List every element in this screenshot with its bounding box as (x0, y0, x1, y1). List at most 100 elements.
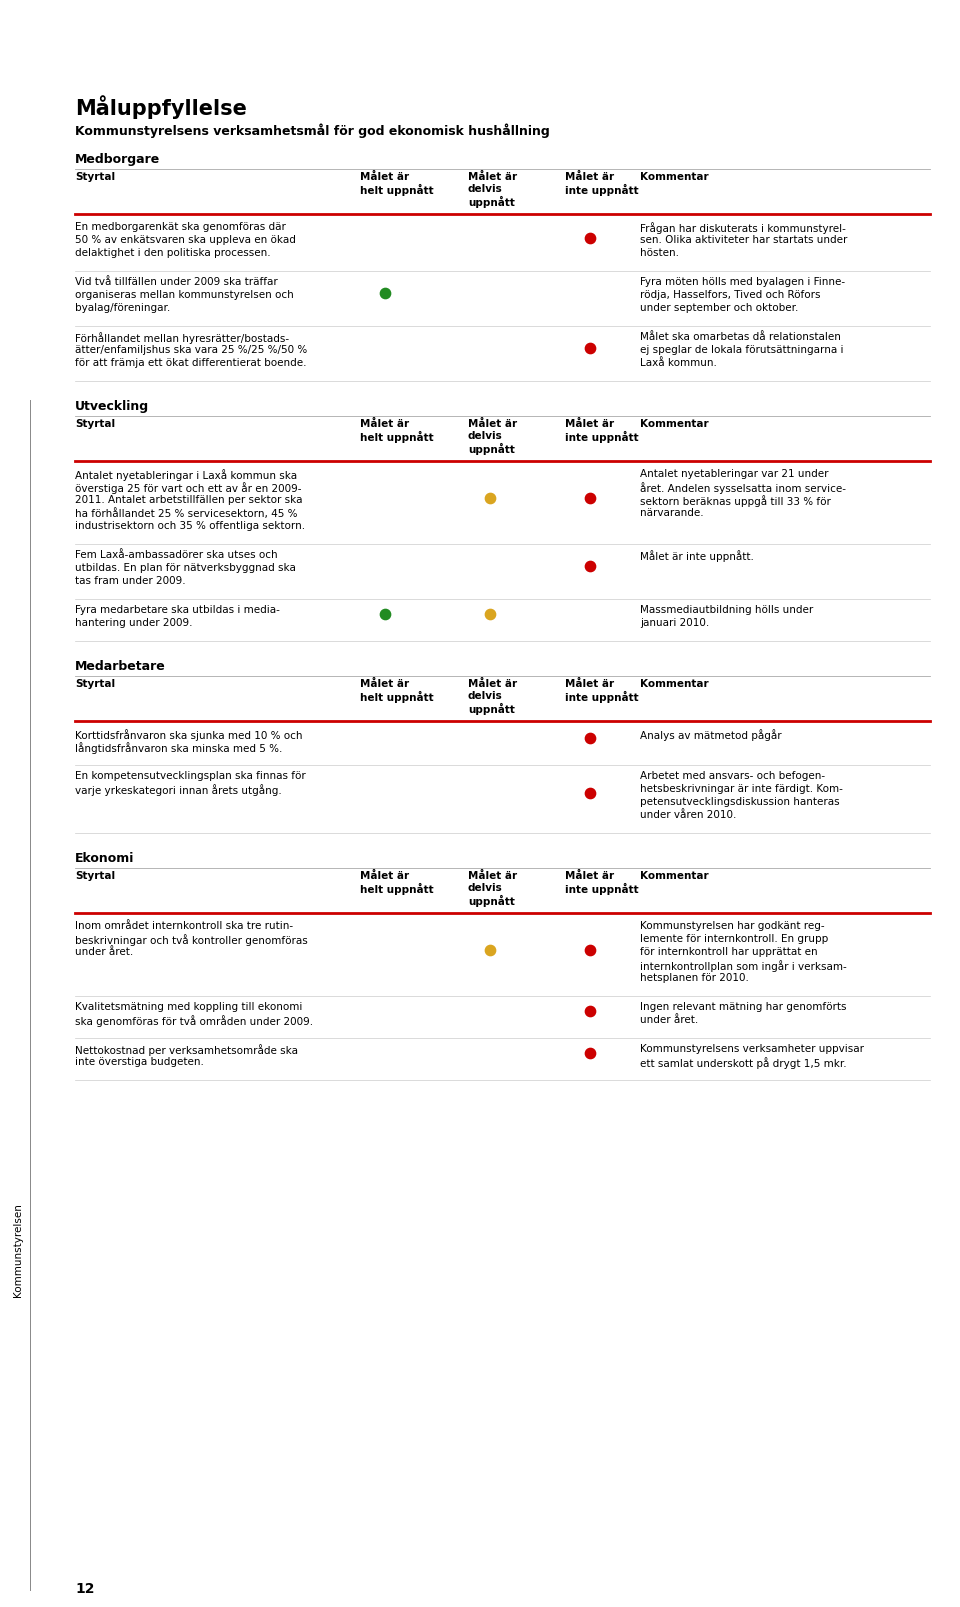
Point (583, 725, 598, 750)
Text: under våren 2010.: under våren 2010. (640, 810, 736, 820)
Text: Kommentar: Kommentar (640, 172, 708, 182)
Text: tas fram under 2009.: tas fram under 2009. (75, 575, 185, 587)
Text: hösten.: hösten. (640, 247, 679, 259)
Point (583, 334, 598, 360)
Text: Vid två tillfällen under 2009 ska träffar: Vid två tillfällen under 2009 ska träffa… (75, 276, 277, 288)
Text: ej speglar de lokala förutsättningarna i: ej speglar de lokala förutsättningarna i (640, 346, 844, 355)
Text: Arbetet med ansvars- och befogen-: Arbetet med ansvars- och befogen- (640, 771, 826, 781)
Text: 12: 12 (75, 1581, 94, 1596)
Text: Medarbetare: Medarbetare (75, 660, 166, 673)
Text: Fyra medarbetare ska utbildas i media-: Fyra medarbetare ska utbildas i media- (75, 604, 280, 615)
Text: Målet är
inte uppnått: Målet är inte uppnått (565, 172, 638, 196)
Text: Kvalitetsmätning med koppling till ekonomi: Kvalitetsmätning med koppling till ekono… (75, 1003, 302, 1012)
Text: Målet är
delvis
uppnått: Målet är delvis uppnått (468, 172, 517, 207)
Text: Antalet nyetableringar var 21 under: Antalet nyetableringar var 21 under (640, 469, 828, 479)
Text: lemente för internkontroll. En grupp: lemente för internkontroll. En grupp (640, 934, 828, 943)
Text: sen. Olika aktiviteter har startats under: sen. Olika aktiviteter har startats unde… (640, 235, 848, 244)
Text: industrisektorn och 35 % offentliga sektorn.: industrisektorn och 35 % offentliga sekt… (75, 521, 305, 530)
Text: ett samlat underskott på drygt 1,5 mkr.: ett samlat underskott på drygt 1,5 mkr. (640, 1057, 847, 1069)
Text: Kommunstyrelsen: Kommunstyrelsen (13, 1204, 23, 1297)
Text: ska genomföras för två områden under 2009.: ska genomföras för två områden under 200… (75, 1016, 313, 1027)
Text: Målet ska omarbetas då relationstalen: Målet ska omarbetas då relationstalen (640, 333, 841, 342)
Text: Frågan har diskuterats i kommunstyrel-: Frågan har diskuterats i kommunstyrel- (640, 222, 846, 235)
Text: rödja, Hasselfors, Tived och Röfors: rödja, Hasselfors, Tived och Röfors (640, 289, 821, 301)
Point (377, 601, 393, 627)
Text: Målet är
helt uppnått: Målet är helt uppnått (360, 871, 434, 895)
Text: för internkontroll har upprättat en: för internkontroll har upprättat en (640, 947, 818, 958)
Text: Målet är
inte uppnått: Målet är inte uppnått (565, 871, 638, 895)
Point (482, 601, 497, 627)
Text: Måluppfyllelse: Måluppfyllelse (75, 95, 247, 119)
Text: Målet är
delvis
uppnått: Målet är delvis uppnått (468, 419, 517, 455)
Text: ätter/enfamiljshus ska vara 25 %/25 %/50 %: ätter/enfamiljshus ska vara 25 %/25 %/50… (75, 346, 307, 355)
Text: byalag/föreningar.: byalag/föreningar. (75, 304, 170, 313)
Text: närvarande.: närvarande. (640, 508, 704, 517)
Text: hetsbeskrivningar är inte färdigt. Kom-: hetsbeskrivningar är inte färdigt. Kom- (640, 784, 843, 794)
Text: Ekonomi: Ekonomi (75, 852, 134, 865)
Point (377, 280, 393, 305)
Point (583, 937, 598, 963)
Text: Kommentar: Kommentar (640, 871, 708, 881)
Text: Utveckling: Utveckling (75, 400, 149, 413)
Text: Kommunstyrelsens verksamhetsmål för god ekonomisk hushållning: Kommunstyrelsens verksamhetsmål för god … (75, 124, 550, 138)
Text: Korttidsfrånvaron ska sjunka med 10 % och: Korttidsfrånvaron ska sjunka med 10 % oc… (75, 730, 302, 741)
Text: för att främja ett ökat differentierat boende.: för att främja ett ökat differentierat b… (75, 358, 306, 368)
Text: Målet är
delvis
uppnått: Målet är delvis uppnått (468, 871, 517, 906)
Text: Förhållandet mellan hyresrätter/bostads-: Förhållandet mellan hyresrätter/bostads- (75, 333, 289, 344)
Text: utbildas. En plan för nätverksbyggnad ska: utbildas. En plan för nätverksbyggnad sk… (75, 562, 296, 574)
Text: sektorn beräknas uppgå till 33 % för: sektorn beräknas uppgå till 33 % för (640, 495, 830, 506)
Text: Målet är
inte uppnått: Målet är inte uppnått (565, 419, 638, 444)
Text: Nettokostnad per verksamhetsområde ska: Nettokostnad per verksamhetsområde ska (75, 1045, 298, 1056)
Text: Inom området internkontroll ska tre rutin-: Inom området internkontroll ska tre ruti… (75, 921, 293, 930)
Point (583, 998, 598, 1024)
Point (583, 225, 598, 251)
Text: Kommentar: Kommentar (640, 419, 708, 429)
Text: under året.: under året. (640, 1016, 698, 1025)
Text: Fem Laxå-ambassadörer ska utses och: Fem Laxå-ambassadörer ska utses och (75, 550, 277, 559)
Text: beskrivningar och två kontroller genomföras: beskrivningar och två kontroller genomfö… (75, 934, 308, 947)
Text: Fyra möten hölls med byalagen i Finne-: Fyra möten hölls med byalagen i Finne- (640, 276, 845, 288)
Text: Målet är
helt uppnått: Målet är helt uppnått (360, 172, 434, 196)
Text: Laxå kommun.: Laxå kommun. (640, 358, 717, 368)
Point (583, 781, 598, 807)
Text: 50 % av enkätsvaren ska uppleva en ökad: 50 % av enkätsvaren ska uppleva en ökad (75, 235, 296, 244)
Text: Kommunstyrelsens verksamheter uppvisar: Kommunstyrelsens verksamheter uppvisar (640, 1045, 864, 1054)
Text: 2011. Antalet arbetstillfällen per sektor ska: 2011. Antalet arbetstillfällen per sekto… (75, 495, 302, 505)
Text: En kompetensutvecklingsplan ska finnas för: En kompetensutvecklingsplan ska finnas f… (75, 771, 305, 781)
Text: ha förhållandet 25 % servicesektorn, 45 %: ha förhållandet 25 % servicesektorn, 45 … (75, 508, 298, 519)
Point (583, 553, 598, 579)
Point (583, 485, 598, 511)
Text: internkontrollplan som ingår i verksam-: internkontrollplan som ingår i verksam- (640, 959, 847, 972)
Text: Målet är inte uppnått.: Målet är inte uppnått. (640, 550, 754, 562)
Text: Styrtal: Styrtal (75, 172, 115, 182)
Text: under september och oktober.: under september och oktober. (640, 304, 799, 313)
Text: Antalet nyetableringar i Laxå kommun ska: Antalet nyetableringar i Laxå kommun ska (75, 469, 298, 480)
Text: Målet är
inte uppnått: Målet är inte uppnått (565, 680, 638, 704)
Text: Målet är
helt uppnått: Målet är helt uppnått (360, 680, 434, 704)
Text: Analys av mätmetod pågår: Analys av mätmetod pågår (640, 730, 781, 741)
Text: Styrtal: Styrtal (75, 419, 115, 429)
Text: organiseras mellan kommunstyrelsen och: organiseras mellan kommunstyrelsen och (75, 289, 294, 301)
Text: januari 2010.: januari 2010. (640, 619, 709, 628)
Text: Målet är
delvis
uppnått: Målet är delvis uppnått (468, 680, 517, 715)
Text: inte överstiga budgeten.: inte överstiga budgeten. (75, 1057, 204, 1067)
Text: Kommentar: Kommentar (640, 680, 708, 689)
Text: hetsplanen för 2010.: hetsplanen för 2010. (640, 972, 749, 983)
Text: Medborgare: Medborgare (75, 153, 160, 166)
Text: året. Andelen sysselsatta inom service-: året. Andelen sysselsatta inom service- (640, 482, 846, 493)
Text: delaktighet i den politiska processen.: delaktighet i den politiska processen. (75, 247, 271, 259)
Text: petensutvecklingsdiskussion hanteras: petensutvecklingsdiskussion hanteras (640, 797, 840, 807)
Text: under året.: under året. (75, 947, 133, 958)
Text: hantering under 2009.: hantering under 2009. (75, 619, 193, 628)
Text: långtidsfrånvaron ska minska med 5 %.: långtidsfrånvaron ska minska med 5 %. (75, 742, 282, 754)
Point (482, 485, 497, 511)
Text: Massmediautbildning hölls under: Massmediautbildning hölls under (640, 604, 813, 615)
Text: Kommunstyrelsen har godkänt reg-: Kommunstyrelsen har godkänt reg- (640, 921, 825, 930)
Point (482, 937, 497, 963)
Text: Målet är
helt uppnått: Målet är helt uppnått (360, 419, 434, 444)
Text: varje yrkeskategori innan årets utgång.: varje yrkeskategori innan årets utgång. (75, 784, 281, 795)
Text: överstiga 25 för vart och ett av år en 2009-: överstiga 25 för vart och ett av år en 2… (75, 482, 301, 493)
Text: Styrtal: Styrtal (75, 680, 115, 689)
Point (583, 1040, 598, 1065)
Text: En medborgarenkät ska genomföras där: En medborgarenkät ska genomföras där (75, 222, 286, 231)
